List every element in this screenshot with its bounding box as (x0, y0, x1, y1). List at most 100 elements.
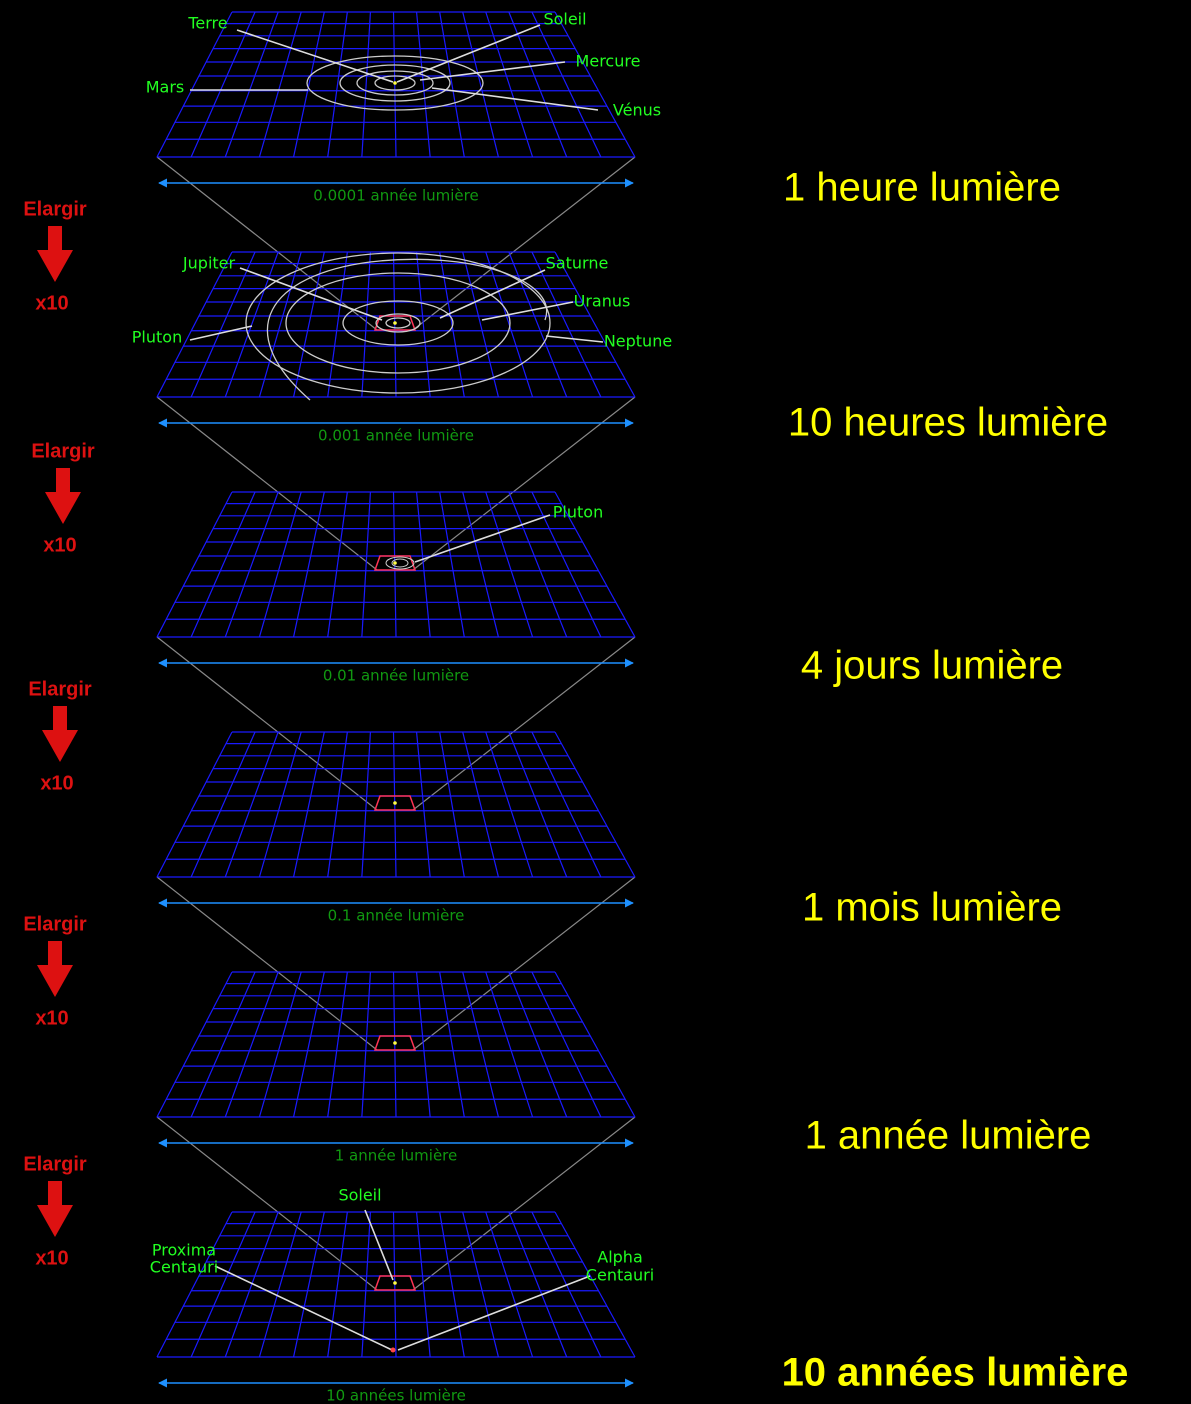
grid-line (485, 11, 534, 158)
grid-line (485, 491, 534, 638)
orbit (385, 317, 411, 329)
scale-label: 1 année lumière (335, 1147, 458, 1165)
scale-label: 0.1 année lumière (328, 907, 465, 925)
object-label: Vénus (613, 101, 661, 120)
object-label: Soleil (338, 1186, 381, 1205)
grid-line (361, 251, 372, 398)
zoom-arrow-head (45, 492, 81, 524)
grid-line (554, 491, 636, 638)
zoom-arrow-shaft (48, 941, 62, 967)
object-label: Terre (187, 14, 227, 33)
grid-line (531, 731, 602, 878)
grid-line (531, 491, 602, 638)
grid-line (156, 1211, 233, 1358)
zoom-factor: x10 (35, 292, 68, 314)
grid-line (190, 731, 256, 878)
zoom-arrow-shaft (48, 226, 62, 252)
grid-line (508, 971, 568, 1118)
grid-line (462, 11, 500, 158)
grid-line (415, 1211, 431, 1358)
grid-line (554, 731, 636, 878)
grid-line (508, 251, 568, 398)
zoom-arrow-shaft (48, 1181, 62, 1207)
leader-line (431, 87, 599, 111)
grid-line (439, 731, 465, 878)
grid-line (224, 1211, 279, 1358)
grid-line (224, 491, 279, 638)
grid-line (485, 971, 534, 1118)
sun (393, 801, 397, 805)
grid-line (531, 11, 602, 158)
leader-line (214, 1265, 393, 1351)
sun (393, 1041, 397, 1045)
grid-line (531, 971, 602, 1118)
zoom-action: Elargir (31, 440, 95, 462)
object-label: Jupiter (182, 254, 236, 273)
orbit (245, 252, 551, 394)
orbit (391, 558, 409, 568)
object-label: Neptune (604, 332, 672, 351)
orbit (339, 64, 451, 102)
object-label: Mercure (576, 52, 641, 71)
object-label: Centauri (150, 1258, 218, 1277)
grid-line (508, 1211, 568, 1358)
grid-line (361, 1211, 372, 1358)
grid-line (224, 731, 279, 878)
object-label: Proxima (152, 1241, 216, 1260)
grid-line (439, 11, 465, 158)
object-label: Saturne (546, 254, 609, 273)
grid-line (327, 1211, 348, 1358)
star (390, 1347, 396, 1353)
grid-line (462, 491, 500, 638)
sun (393, 321, 397, 325)
grid-line (327, 971, 348, 1118)
grid-line (485, 251, 534, 398)
grid-line (292, 251, 325, 398)
grid-line (439, 971, 465, 1118)
zoom-box (373, 1035, 417, 1051)
orbit (266, 258, 548, 401)
grid-line (554, 971, 636, 1118)
grid-line (361, 11, 372, 158)
leader-line (189, 325, 253, 341)
grid-line (224, 971, 279, 1118)
distance-label: 1 mois lumière (802, 886, 1062, 930)
zoom-action: Elargir (23, 913, 87, 935)
sun (393, 81, 397, 85)
scale-label: 0.01 année lumière (323, 667, 469, 685)
object-label: Pluton (132, 328, 182, 347)
orbit (385, 556, 415, 570)
grid-line (156, 491, 233, 638)
panel: 1 année lumière (156, 971, 636, 1165)
leader-line (364, 1209, 394, 1281)
grid-line (327, 11, 348, 158)
sun (393, 561, 397, 565)
zoom-factor: x10 (35, 1007, 68, 1029)
grid-line (190, 971, 256, 1118)
zoom-box (373, 1275, 417, 1291)
distance-label: 1 année lumière (805, 1114, 1092, 1158)
zoom-action: Elargir (28, 678, 92, 700)
grid-line (508, 731, 568, 878)
grid-line (190, 1211, 256, 1358)
leader-line (545, 335, 604, 343)
grid-line (292, 491, 325, 638)
panel: 0.001 année lumière (156, 251, 636, 445)
grid-line (462, 971, 500, 1118)
orbit (285, 272, 511, 374)
grid-line (156, 11, 233, 158)
leader-line (419, 61, 566, 81)
grid-line (258, 1211, 302, 1358)
zoom-box (373, 795, 417, 811)
leader-line (439, 269, 546, 319)
orbit (306, 55, 484, 111)
grid-line (415, 11, 431, 158)
grid-line (292, 971, 325, 1118)
grid-line (224, 11, 279, 158)
leader-line (396, 24, 541, 83)
panel: 0.0001 année lumière (156, 11, 636, 205)
zoom-factor: x10 (40, 772, 73, 794)
grid-line (554, 1211, 636, 1358)
zoom-factor: x10 (43, 534, 76, 556)
